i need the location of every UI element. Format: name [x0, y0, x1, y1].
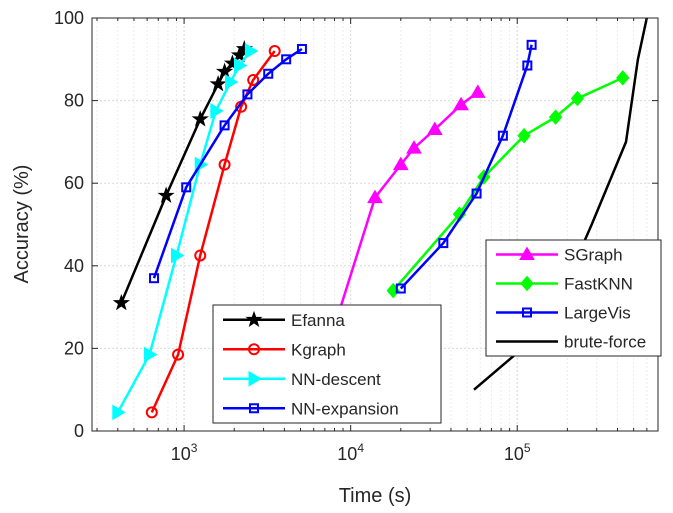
- square-marker: [296, 43, 307, 54]
- legend-entry: Efanna: [223, 311, 345, 330]
- y-tick-label: 100: [54, 8, 84, 28]
- triangle-right-marker: [233, 57, 248, 74]
- series-line: [150, 50, 276, 413]
- diamond-marker: [616, 70, 630, 86]
- x-tick-label: 105: [504, 441, 531, 464]
- series-line: [152, 47, 303, 279]
- square-marker: [249, 403, 259, 414]
- ticks: 0 20 40 60 80 100 103 104 105: [54, 8, 659, 464]
- circle-marker: [268, 45, 281, 58]
- legends: Efanna Kgraph NN-descent NN-expansion SGraph…: [212, 239, 662, 424]
- legend-box: [485, 239, 662, 357]
- square-marker: [522, 60, 533, 71]
- series-sgraph: [330, 84, 486, 321]
- diamond-marker: [517, 127, 531, 144]
- triangle-up-marker: [367, 189, 383, 204]
- legend-entry: LargeVis: [496, 304, 631, 323]
- triangle-up-marker: [469, 84, 486, 98]
- triangle-up-marker: [426, 121, 443, 136]
- triangle-right-marker: [248, 370, 262, 387]
- series-efanna: [112, 39, 253, 311]
- circle-marker: [248, 343, 260, 356]
- circle-marker: [172, 348, 185, 361]
- y-axis-label: Accuracy (%): [11, 165, 33, 284]
- circle-marker: [145, 406, 158, 419]
- legend-entry: NN-descent: [223, 370, 381, 389]
- diamond-marker: [570, 90, 585, 107]
- square-marker: [281, 54, 292, 65]
- star-marker: [112, 293, 130, 311]
- square-marker: [471, 188, 482, 199]
- triangle-up-marker: [453, 96, 469, 111]
- legend-label: Kgraph: [291, 340, 346, 359]
- square-marker: [181, 182, 192, 193]
- legend-bottom-left: Efanna Kgraph NN-descent NN-expansion: [212, 304, 442, 424]
- y-tick-label: 0: [74, 421, 84, 441]
- circle-marker: [194, 249, 207, 262]
- square-marker: [497, 130, 508, 141]
- x-tick-label: 104: [337, 441, 364, 464]
- legend-label: NN-expansion: [291, 399, 399, 418]
- diamond-marker: [548, 109, 563, 125]
- star-marker: [209, 75, 227, 92]
- star-marker: [245, 310, 263, 328]
- circle-marker: [218, 158, 231, 171]
- square-marker: [149, 273, 160, 284]
- legend-label: brute-force: [564, 333, 646, 352]
- legend-entry: brute-force: [496, 333, 646, 352]
- triangle-up-marker: [392, 156, 409, 171]
- square-marker: [395, 283, 406, 294]
- star-marker: [215, 62, 234, 80]
- legend-label: SGraph: [564, 246, 623, 265]
- y-tick-label: 60: [64, 173, 84, 193]
- legend-label: FastKNN: [564, 275, 633, 294]
- square-marker: [526, 39, 537, 50]
- triangle-right-marker: [144, 346, 158, 363]
- legend-entry: FastKNN: [496, 275, 633, 294]
- legend-label: Efanna: [291, 311, 345, 330]
- triangle-up-marker: [406, 140, 422, 154]
- series-largevis: [395, 39, 537, 294]
- triangle-up-marker: [519, 246, 535, 260]
- legend-entry: Kgraph: [223, 340, 346, 359]
- plot-frame: [91, 17, 659, 432]
- x-tick-label: 103: [171, 441, 198, 464]
- triangle-right-marker: [170, 247, 185, 264]
- series-layer: [112, 18, 649, 421]
- legend-entry: SGraph: [496, 246, 623, 265]
- triangle-right-marker: [210, 103, 224, 119]
- y-tick-label: 80: [64, 91, 84, 111]
- circle-marker: [247, 73, 260, 86]
- star-marker: [157, 186, 175, 203]
- triangle-right-marker: [225, 74, 239, 90]
- series-kgraph: [145, 45, 281, 419]
- legend-label: NN-descent: [291, 370, 381, 389]
- x-axis-label: Time (s): [339, 485, 412, 507]
- y-tick-label: 20: [64, 338, 84, 358]
- triangle-right-marker: [244, 43, 259, 59]
- triangle-right-marker: [112, 404, 126, 421]
- star-marker: [191, 110, 209, 127]
- square-marker: [438, 238, 449, 249]
- legend-right: SGraph FastKNN LargeVis brute-force: [485, 239, 662, 357]
- y-tick-label: 40: [64, 256, 84, 276]
- square-marker: [522, 307, 532, 318]
- square-marker: [242, 89, 253, 100]
- diamond-marker: [520, 275, 534, 292]
- legend-entry: NN-expansion: [223, 399, 399, 418]
- series-nn-expansion: [149, 43, 307, 284]
- square-marker: [263, 68, 274, 79]
- square-marker: [219, 120, 230, 131]
- legend-label: LargeVis: [564, 304, 631, 323]
